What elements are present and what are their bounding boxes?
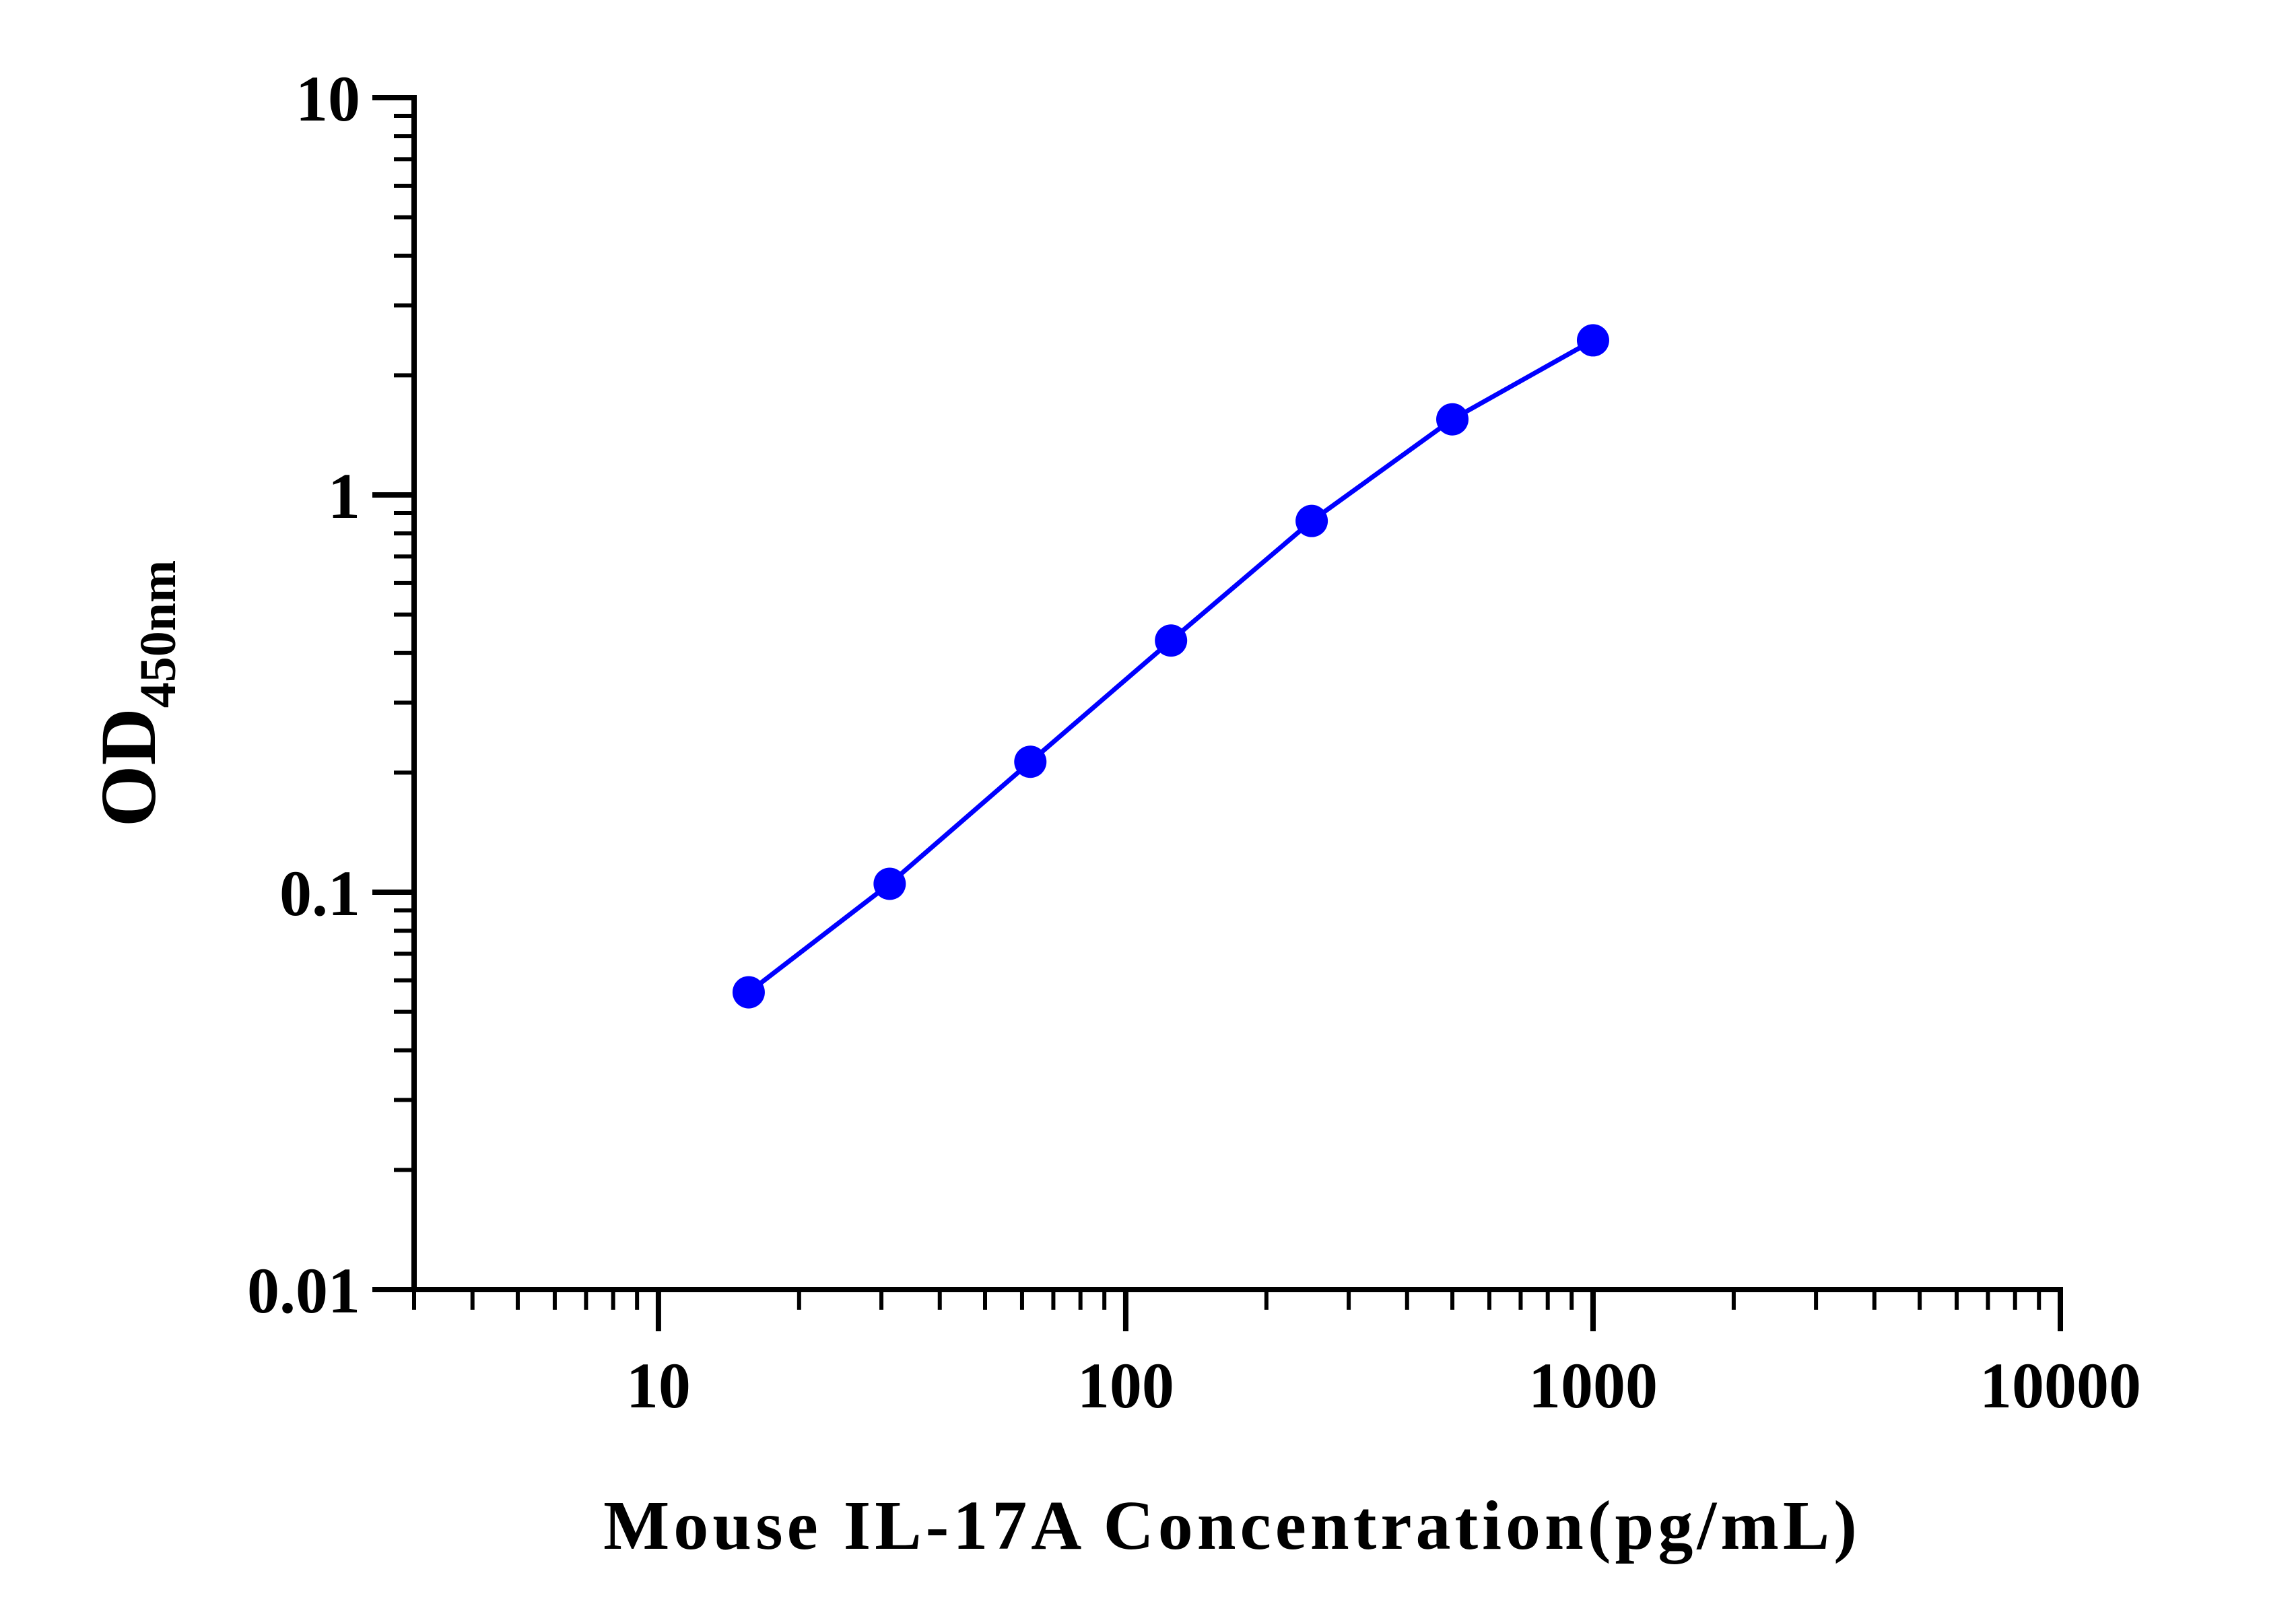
data-point bbox=[873, 867, 906, 900]
series-line bbox=[747, 338, 1594, 995]
data-point bbox=[1014, 745, 1047, 778]
data-point bbox=[732, 976, 765, 1009]
y-tick-label: 0.1 bbox=[279, 857, 360, 929]
series-layer bbox=[732, 324, 1609, 1009]
y-tick-label: 10 bbox=[296, 63, 360, 135]
y-tick-label: 1 bbox=[328, 460, 360, 532]
x-tick-label: 100 bbox=[1077, 1349, 1174, 1422]
data-point bbox=[1155, 624, 1188, 657]
x-tick-label: 10000 bbox=[1980, 1349, 2141, 1422]
x-tick-label: 1000 bbox=[1528, 1349, 1658, 1422]
y-axis-title-subscript: 450nm bbox=[130, 560, 187, 708]
x-axis-title: Mouse IL-17A Concentration(pg/mL) bbox=[603, 1487, 1861, 1564]
y-axis-title: OD450nm bbox=[84, 560, 187, 828]
y-axis-title-main: OD bbox=[84, 708, 172, 827]
y-tick-label: 0.01 bbox=[247, 1255, 360, 1327]
data-point bbox=[1436, 403, 1469, 436]
x-tick-label: 10 bbox=[626, 1349, 691, 1422]
y-axis: 0.01 0.1 1 10 bbox=[247, 63, 417, 1327]
data-point bbox=[1295, 504, 1328, 537]
x-axis: 10 100 1000 10000 bbox=[411, 1287, 2141, 1422]
data-point bbox=[1576, 324, 1609, 357]
